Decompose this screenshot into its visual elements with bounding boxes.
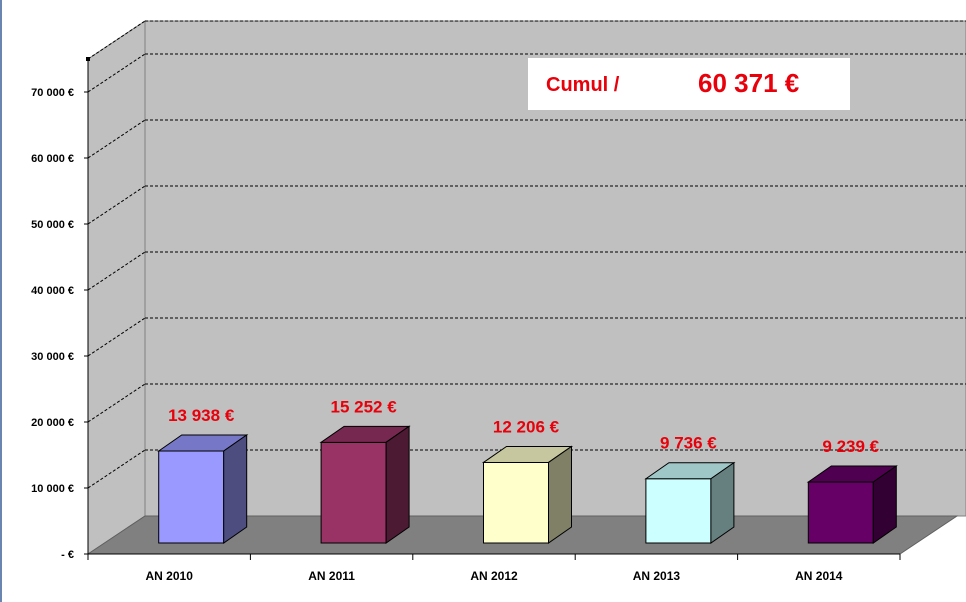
gridline-side bbox=[87, 449, 146, 489]
x-category-label: AN 2012 bbox=[470, 569, 518, 583]
bar-side bbox=[223, 434, 248, 544]
y-axis-top-marker bbox=[86, 57, 90, 61]
x-category-label: AN 2013 bbox=[633, 569, 681, 583]
bar bbox=[806, 465, 898, 544]
bar-front bbox=[483, 461, 549, 544]
bar-front bbox=[807, 481, 874, 544]
y-tick-label: 60 000 € bbox=[31, 153, 74, 165]
bar-side bbox=[710, 461, 735, 544]
bar-front bbox=[158, 450, 225, 544]
axes: - € 10 000 € 20 000 € 30 000 € 40 000 € 50 00… bbox=[31, 57, 901, 583]
y-tick-label: 30 000 € bbox=[31, 351, 74, 363]
bar-value-label: 12 206 € bbox=[493, 417, 560, 436]
bar-front bbox=[645, 478, 712, 544]
gridline-side bbox=[87, 53, 146, 93]
data-labels: 13 938 € 15 252 € 12 206 € 9 736 € 9 239 € bbox=[168, 397, 880, 456]
bar-value-label: 9 736 € bbox=[660, 434, 717, 453]
gridline-side bbox=[87, 317, 146, 357]
bar bbox=[319, 425, 411, 544]
bar-value-label: 15 252 € bbox=[331, 397, 398, 416]
window-edge bbox=[0, 0, 2, 602]
x-category-label: AN 2010 bbox=[146, 569, 194, 583]
y-tick-label: 10 000 € bbox=[31, 483, 74, 495]
gridline-side bbox=[87, 251, 146, 291]
bar-side bbox=[385, 425, 410, 544]
bar bbox=[644, 461, 736, 544]
bar bbox=[157, 434, 249, 544]
gridline-side bbox=[87, 20, 146, 60]
bar-value-label: 9 239 € bbox=[822, 437, 879, 456]
gridline-side bbox=[87, 185, 146, 225]
cumul-label: Cumul / bbox=[546, 74, 620, 96]
y-tick-label: 70 000 € bbox=[31, 87, 74, 99]
gridline-side bbox=[87, 119, 146, 159]
cumul-summary-box: Cumul / 60 371 € bbox=[528, 58, 850, 110]
x-category-label: AN 2014 bbox=[795, 569, 843, 583]
y-tick-label: 40 000 € bbox=[31, 285, 74, 297]
y-tick-label: 50 000 € bbox=[31, 219, 74, 231]
bar-value-label: 13 938 € bbox=[168, 406, 235, 425]
bar-side bbox=[548, 445, 572, 544]
bar-side bbox=[872, 465, 897, 544]
x-category-label: AN 2011 bbox=[308, 569, 355, 583]
bar bbox=[481, 445, 574, 544]
side-wall bbox=[87, 20, 146, 555]
cumul-value: 60 371 € bbox=[698, 68, 800, 98]
gridline-side bbox=[87, 383, 146, 423]
bar-front bbox=[320, 441, 387, 544]
bars bbox=[157, 425, 898, 544]
y-tick-label: 20 000 € bbox=[31, 417, 74, 429]
y-tick-label: - € bbox=[61, 549, 74, 561]
